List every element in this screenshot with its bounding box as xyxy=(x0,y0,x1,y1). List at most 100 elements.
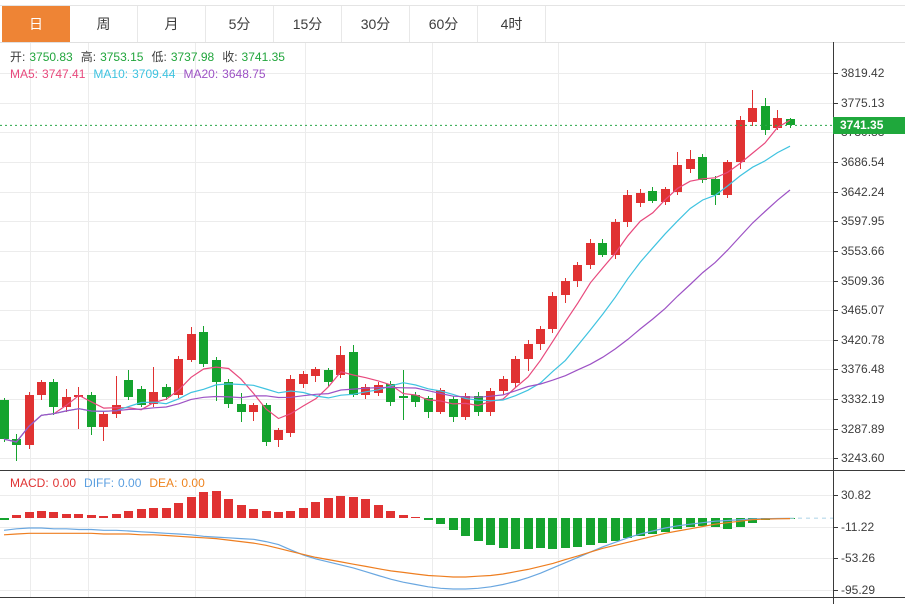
axis-tick xyxy=(833,590,838,591)
legend-item: DEA: 0.00 xyxy=(149,476,208,490)
tab-week[interactable]: 周 xyxy=(70,6,138,42)
y-axis-label: 3243.60 xyxy=(841,451,885,466)
axis-tick xyxy=(833,102,838,104)
macd-bar xyxy=(149,508,159,519)
macd-bar xyxy=(386,510,396,519)
macd-bar xyxy=(336,496,346,519)
macd-legend: MACD: 0.00 DIFF: 0.00 DEA: 0.00 xyxy=(10,476,213,490)
macd-bar xyxy=(249,509,258,519)
tab-60min[interactable]: 60分 xyxy=(410,6,478,42)
y-axis-label: 3420.78 xyxy=(841,332,885,347)
macd-axis-label: -95.29 xyxy=(841,583,876,597)
macd-bar xyxy=(12,514,21,519)
candle xyxy=(748,107,758,123)
axis-tick xyxy=(833,526,838,528)
macd-bar xyxy=(186,497,196,519)
legend-item: MA5: 3747.41 xyxy=(10,67,89,81)
macd-bar xyxy=(311,501,321,519)
y-axis-label: 3597.95 xyxy=(841,214,885,229)
axis-tick xyxy=(833,280,838,282)
gridline xyxy=(0,102,833,104)
axis-tick xyxy=(833,73,838,75)
macd-bar xyxy=(286,511,296,519)
gridline xyxy=(0,73,833,75)
y-axis-label: 3775.13 xyxy=(841,95,885,110)
legend-label: MA20: xyxy=(183,67,219,81)
tab-5min[interactable]: 5分 xyxy=(206,6,274,42)
legend-value: 3750.83 xyxy=(29,50,73,64)
macd-bar xyxy=(211,491,221,519)
legend-value: 0.00 xyxy=(118,476,142,490)
main-chart-pane[interactable] xyxy=(0,42,833,470)
gridline xyxy=(0,495,833,496)
macd-bar xyxy=(136,509,146,519)
tab-4hour[interactable]: 4时 xyxy=(478,6,546,42)
axis-tick xyxy=(833,428,838,430)
legend-label: 高: xyxy=(80,50,97,64)
legend-item: 高: 3753.15 xyxy=(81,48,148,65)
legend-value: 3753.15 xyxy=(100,50,144,64)
macd-bar xyxy=(224,499,234,519)
legend-item: MA20: 3648.75 xyxy=(183,67,269,81)
period-toolbar: 日周月 5分 15分 30分 60分 4时 xyxy=(0,5,905,43)
macd-bar xyxy=(161,507,171,519)
legend-item: MA10: 3709.44 xyxy=(93,67,179,81)
axis-tick xyxy=(833,495,838,496)
y-axis-label: 3465.07 xyxy=(841,303,885,318)
legend-value: 3741.35 xyxy=(241,50,285,64)
tab-15min[interactable]: 15分 xyxy=(274,6,342,42)
macd-bar xyxy=(124,511,134,519)
macd-axis-label: 30.82 xyxy=(841,488,872,502)
axis-tick xyxy=(833,369,838,371)
legend-label: MACD: xyxy=(10,476,49,490)
legend-item: MACD: 0.00 xyxy=(10,476,80,490)
macd-bar xyxy=(61,513,71,519)
macd-bar xyxy=(49,512,59,519)
macd-bar xyxy=(411,516,421,519)
tab-day[interactable]: 日 xyxy=(2,6,70,42)
legend-value: 0.00 xyxy=(181,476,205,490)
ma-legend: MA5: 3747.41 MA10: 3709.44 MA20: 3648.75 xyxy=(10,67,274,81)
legend-item: 低: 3737.98 xyxy=(151,48,218,65)
macd-bar xyxy=(99,516,109,519)
macd-axis-label: -11.22 xyxy=(841,519,875,534)
legend-value: 0.00 xyxy=(52,476,77,490)
macd-bar xyxy=(373,505,383,519)
candle xyxy=(760,105,770,130)
candle-wick xyxy=(16,433,17,461)
gridline xyxy=(0,590,833,591)
legend-label: 收: xyxy=(222,50,238,64)
macd-bar xyxy=(323,497,333,519)
y-axis-label: 3287.89 xyxy=(841,421,885,436)
tab-month[interactable]: 月 xyxy=(138,6,206,42)
legend-item: DIFF: 0.00 xyxy=(84,476,145,490)
macd-bar xyxy=(174,503,184,519)
legend-value: 3747.41 xyxy=(42,67,86,81)
y-axis-label: 3376.48 xyxy=(841,362,885,377)
legend-label: 开: xyxy=(10,50,26,64)
macd-bar xyxy=(236,504,246,519)
macd-bar xyxy=(86,514,96,519)
axis-tick xyxy=(833,191,838,193)
axis-tick xyxy=(833,162,838,163)
macd-axis-label: -53.26 xyxy=(841,551,876,566)
legend-value: 3737.98 xyxy=(170,50,215,64)
legend-item: 开: 3750.83 xyxy=(10,48,77,65)
tab-30min[interactable]: 30分 xyxy=(342,6,410,42)
axis-tick xyxy=(833,458,838,460)
axis-tick xyxy=(833,558,838,560)
macd-bar xyxy=(398,514,408,519)
macd-bar xyxy=(261,510,271,519)
legend-label: 低: xyxy=(151,50,167,64)
y-axis-label: 3642.24 xyxy=(841,184,885,199)
axis-tick xyxy=(833,339,838,341)
macd-bar xyxy=(348,497,358,519)
y-axis-label: 3332.19 xyxy=(841,392,885,406)
y-axis-label: 3686.54 xyxy=(841,155,885,169)
price-axis-line xyxy=(833,42,834,604)
legend-item: 收: 3741.35 xyxy=(222,48,289,65)
macd-bar xyxy=(298,507,308,519)
gridline xyxy=(0,458,833,460)
macd-bar xyxy=(361,498,371,519)
